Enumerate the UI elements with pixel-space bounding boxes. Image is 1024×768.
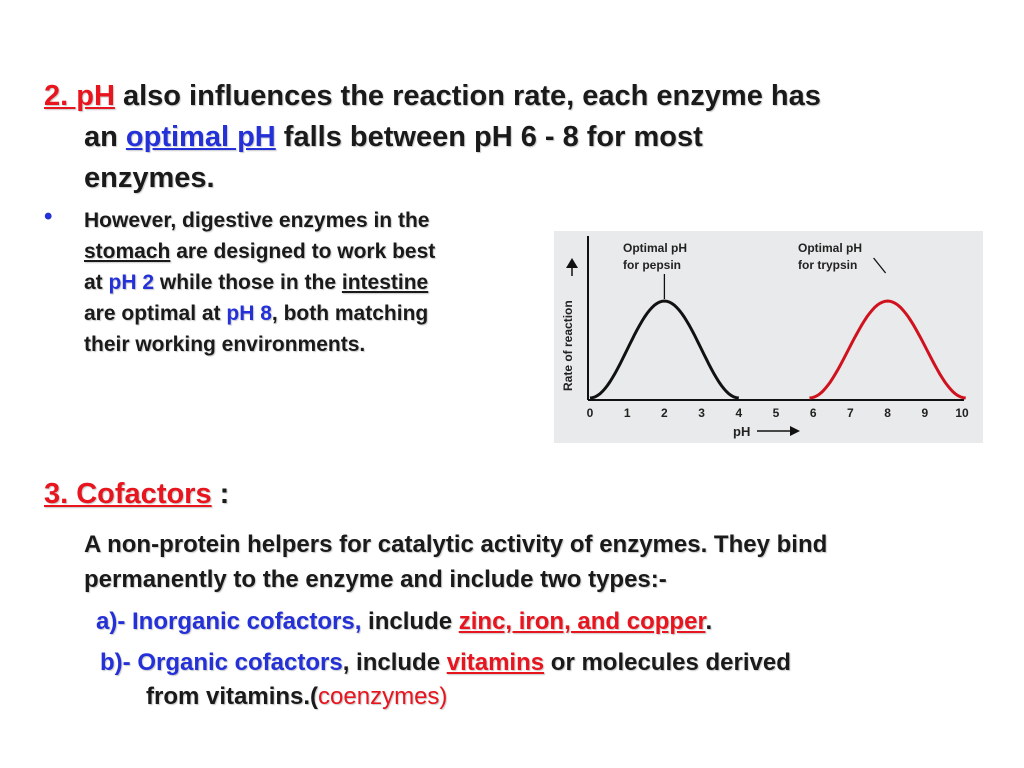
enzyme-ph-graph: Rate of reaction 0 1 2 3 4 5 6 7 8 9 10 pH Optimal… [554, 231, 983, 443]
point-3-heading: 3. Cofactors : [44, 476, 229, 512]
x-tick-label: 4 [735, 406, 742, 420]
bullet-icon: • [44, 203, 53, 230]
x-tick-label: 3 [698, 406, 705, 420]
point-2-text-2: an [84, 121, 126, 153]
point-2-number: 2. pH [44, 80, 115, 112]
optimal-ph-term: optimal pH [125, 121, 276, 153]
x-tick-label: 2 [661, 406, 668, 420]
x-tick-label: 5 [773, 406, 780, 420]
x-tick-label: 6 [810, 406, 817, 420]
point-2-text-3: falls between pH 6 - 8 for most [275, 121, 703, 153]
organic-label: b)- Organic cofactors [100, 649, 343, 676]
organic-text-2: or molecules derived [544, 649, 791, 676]
digestive-enzymes-bullet: However, digestive enzymes in the stomac… [84, 205, 529, 360]
ph-2-term: pH 2 [108, 271, 155, 294]
inorganic-cofactors-item: a)- Inorganic cofactors, include zinc, i… [96, 605, 712, 639]
coenzymes-term: coenzymes) [318, 683, 448, 710]
organic-text: , include [342, 649, 447, 676]
pepsin-curve [589, 299, 739, 400]
inorganic-label: a)- Inorganic cofactors, [96, 608, 362, 635]
stomach-term: stomach [84, 240, 171, 263]
point-2-text-1: also influences the reaction rate, each … [114, 80, 821, 112]
inorganic-end: . [705, 608, 713, 635]
x-tick-label: 8 [884, 406, 891, 420]
point-2-paragraph: 2. pH also influences the reaction rate,… [44, 76, 974, 199]
cofactors-desc-line-1: A non-protein helpers for catalytic acti… [84, 531, 828, 558]
graph-svg: Rate of reaction 0 1 2 3 4 5 6 7 8 9 10 pH Optimal… [561, 236, 969, 439]
pepsin-label-line-2: for pepsin [623, 258, 681, 272]
inorganic-text: include [361, 608, 459, 635]
x-tick-label: 1 [624, 406, 631, 420]
x-tick-label: 10 [955, 406, 969, 420]
trypsin-pointer-line [873, 257, 887, 274]
y-axis-label: Rate of reaction [561, 300, 575, 391]
organic-cofactors-item: b)- Organic cofactors, include vitamins … [100, 646, 960, 714]
ph-8-term: pH 8 [226, 302, 272, 325]
trypsin-label-line-2: for trypsin [798, 258, 857, 272]
x-tick-label: 7 [847, 406, 854, 420]
inorganic-examples: zinc, iron, and copper [458, 608, 706, 635]
x-tick-label: 9 [921, 406, 928, 420]
cofactors-desc-line-2: permanently to the enzyme and include tw… [84, 566, 667, 593]
bullet-text-1: However, digestive enzymes in the [84, 209, 430, 232]
x-axis-arrow-icon [790, 426, 800, 436]
y-axis-arrow-icon [566, 258, 578, 268]
x-axis-label: pH [733, 424, 750, 439]
vitamins-term: vitamins [446, 649, 545, 676]
trypsin-label-line-1: Optimal pH [798, 241, 862, 255]
cofactors-colon: : [211, 478, 230, 510]
cofactors-description: A non-protein helpers for catalytic acti… [84, 527, 984, 597]
bullet-text-2: are designed to work best [170, 240, 436, 263]
pepsin-label-line-1: Optimal pH [623, 241, 687, 255]
x-tick-label: 0 [587, 406, 594, 420]
cofactors-heading: 3. Cofactors [44, 478, 212, 510]
trypsin-curve [809, 299, 966, 400]
bullet-text-4: while those in the [154, 271, 342, 294]
intestine-term: intestine [341, 271, 429, 294]
point-2-text-4: enzymes. [84, 162, 215, 194]
x-tick-labels: 0 1 2 3 4 5 6 7 8 9 10 [587, 406, 969, 420]
bullet-text-5: are optimal at [84, 302, 227, 325]
bullet-text-3: at [84, 271, 109, 294]
organic-text-3: from vitamins.( [146, 683, 319, 710]
bullet-text-7: their working environments. [84, 333, 366, 356]
bullet-text-6: , both matching [271, 302, 429, 325]
